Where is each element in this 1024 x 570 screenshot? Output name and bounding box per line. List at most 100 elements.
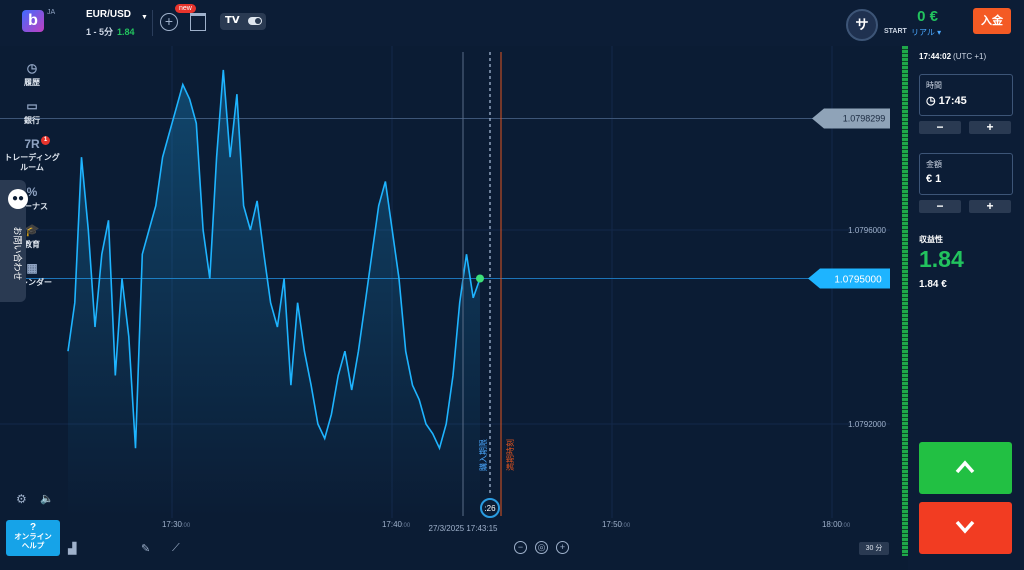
sidebar-item-history[interactable]: ◷ 履歴 <box>0 62 64 88</box>
arrow-up-icon <box>955 460 975 474</box>
x-tick-seconds: :00 <box>402 523 411 529</box>
language-selector[interactable]: JA <box>47 9 56 16</box>
sell-down-button[interactable] <box>919 502 1012 554</box>
time-label: 時間 <box>926 81 942 90</box>
asset-timeframe: 1 - 5分 <box>86 27 114 37</box>
series-area <box>68 69 480 519</box>
balance: 0 € <box>917 8 938 25</box>
top-bar: b JA EUR/USD ▼ 1 - 5分 1.84 + new TV サ 0 €… <box>0 0 1024 46</box>
buy-up-button[interactable] <box>919 442 1012 494</box>
profit-amount: 1.84 € <box>919 279 947 290</box>
sidebar-item-trading-room[interactable]: 7R 1 トレーディング ルーム <box>0 136 64 173</box>
history-icon: ◷ <box>26 61 38 75</box>
trading-room-icon: 7R <box>24 137 40 151</box>
series-line <box>67 69 481 451</box>
sidebar-item-label: 銀行 <box>24 116 40 125</box>
calendar-icon: ▦ <box>26 261 38 275</box>
indicator-icon[interactable]: ⟋ <box>172 542 180 554</box>
countdown-ring <box>480 498 500 518</box>
cursor-time-label: 27/3/2025 17:43:15 <box>429 524 499 533</box>
chart-type-icon[interactable]: ▟ <box>68 543 77 555</box>
divider <box>152 10 153 36</box>
x-tick-label: 18:00 <box>822 520 843 529</box>
sidebar-item-label: トレーディング ルーム <box>4 153 60 172</box>
sidebar-item-label: カレンダー <box>12 278 52 287</box>
sidebar-item-education[interactable]: 🎓 教育 <box>0 224 64 250</box>
current-point <box>476 274 484 283</box>
profit-label: 収益性 <box>919 235 943 244</box>
contact-label[interactable]: お問い合わせ <box>12 226 23 281</box>
x-tick-seconds: :00 <box>842 523 851 529</box>
time-plus-button[interactable]: + <box>969 121 1011 134</box>
countdown-text: :26 <box>484 504 496 513</box>
chevron-down-icon[interactable]: ▼ <box>141 14 148 21</box>
timeframe-selector[interactable]: 30 分 <box>859 542 889 555</box>
chat-icon[interactable]: ●● <box>8 189 28 209</box>
y-tick-label: 1.0796000 <box>848 226 886 235</box>
tradingview-toggle[interactable]: TV <box>220 13 266 30</box>
sidebar-item-label: 履歴 <box>24 78 40 87</box>
amount-plus-button[interactable]: + <box>969 200 1011 213</box>
expiry-time-field[interactable]: 時間 ◷ 17:45 <box>919 74 1013 116</box>
help-icon: ? <box>29 522 37 533</box>
clock-time: 17:44:02 <box>919 52 952 61</box>
notification-badge: 1 <box>41 136 50 145</box>
current-price-label: 1.0795000 <box>834 275 882 286</box>
account-type-selector[interactable]: リアル ▾ <box>911 28 942 37</box>
x-tick-label: 17:50 <box>602 520 623 529</box>
gear-icon[interactable]: ⚙ <box>16 492 27 506</box>
sidebar-item-bank[interactable]: ▭ 銀行 <box>0 100 64 126</box>
avatar[interactable]: サ <box>846 9 878 41</box>
sidebar-item-bonus[interactable]: % ボーナス <box>0 186 64 212</box>
amount-label: 金額 <box>926 160 942 169</box>
zoom-in-icon[interactable]: + <box>556 541 569 554</box>
help-label-1: オンライン <box>14 532 52 541</box>
toggle-knob <box>248 17 262 25</box>
deposit-button[interactable]: 入金 <box>973 8 1011 34</box>
profit-multiplier: 1.84 <box>919 246 964 272</box>
brand-logo[interactable]: b <box>22 10 44 32</box>
new-badge: new <box>175 4 196 13</box>
time-value: ◷ 17:45 <box>926 95 967 107</box>
account-level: START <box>884 28 907 35</box>
expiry-time-label: 満期時刻 <box>505 439 515 471</box>
high-price-tag <box>812 108 890 129</box>
education-icon: 🎓 <box>24 223 40 237</box>
asset-payout: 1.84 <box>117 27 135 37</box>
high-price-label: 1.0798299 <box>843 113 886 123</box>
zoom-out-icon[interactable]: − <box>514 541 527 554</box>
amount-field[interactable]: 金額 € 1 <box>919 153 1013 195</box>
server-clock: 17:44:02 (UTC +1) <box>919 52 986 61</box>
time-value-text: 17:45 <box>938 95 967 107</box>
asset-info[interactable]: 1 - 5分 1.84 <box>86 25 135 38</box>
chart-svg[interactable]: 購入期限 満期時刻 :26 1.0796000 1.0792000 1.0798299 1.… <box>0 46 902 536</box>
calendar-icon[interactable] <box>190 13 206 31</box>
amount-value[interactable]: € 1 <box>926 173 942 185</box>
purchase-deadline-label: 購入期限 <box>478 439 488 471</box>
clock-timezone: (UTC +1) <box>953 52 987 61</box>
y-tick-label: 1.0792000 <box>848 420 886 429</box>
bonus-icon: % <box>26 185 38 199</box>
amount-minus-button[interactable]: − <box>919 200 961 213</box>
sound-icon[interactable]: 🔈 <box>40 493 54 505</box>
wallet-icon: ▭ <box>26 99 38 113</box>
x-tick-seconds: :00 <box>622 523 631 529</box>
online-help-button[interactable]: ? オンライン ヘルプ <box>6 520 60 556</box>
sidebar-item-calendar[interactable]: ▦ カレンダー <box>0 262 64 288</box>
help-label-2: ヘルプ <box>21 541 45 550</box>
sidebar-item-label: 教育 <box>24 240 40 249</box>
price-chart[interactable]: 購入期限 満期時刻 :26 1.0796000 1.0792000 1.0798299 1.… <box>0 46 902 536</box>
x-tick-label: 17:30 <box>162 520 183 529</box>
current-price-tag <box>808 268 890 289</box>
sentiment-bar <box>902 46 908 556</box>
add-asset-button[interactable]: + <box>160 13 178 31</box>
pencil-icon[interactable]: ✎ <box>141 543 151 555</box>
time-minus-button[interactable]: − <box>919 121 961 134</box>
asset-name[interactable]: EUR/USD <box>86 9 132 20</box>
tradingview-icon: TV <box>225 15 240 26</box>
arrow-down-icon <box>955 520 975 534</box>
sidebar-item-label: ボーナス <box>16 202 48 211</box>
x-tick-label: 17:40 <box>382 520 403 529</box>
fit-icon[interactable]: ◎ <box>535 541 548 554</box>
x-tick-seconds: :00 <box>182 523 191 529</box>
